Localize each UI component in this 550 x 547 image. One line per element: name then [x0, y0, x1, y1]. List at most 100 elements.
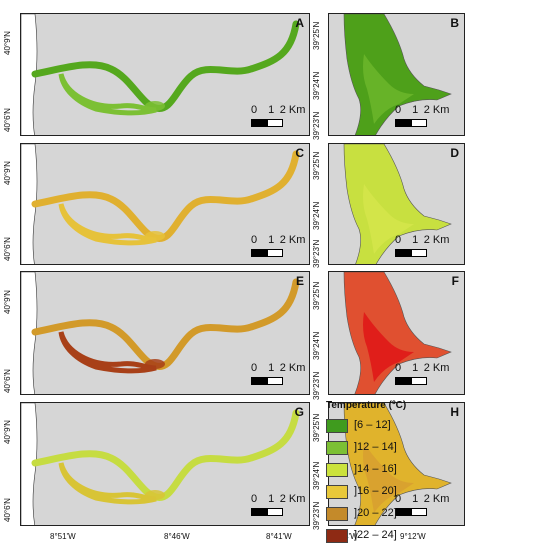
- map-panel-d: D 0 1 2 Km: [328, 143, 465, 265]
- inner-zone: [363, 184, 414, 254]
- lat-label: 39°25'N: [312, 151, 321, 180]
- river-mouth-map: [343, 272, 452, 394]
- legend-label: ]20 – 22]: [354, 507, 397, 519]
- lon-label: 8°51'W: [50, 532, 76, 541]
- scale-ticks: 0 1 2 Km: [395, 493, 450, 505]
- lat-label: 40°9'N: [3, 161, 12, 185]
- lat-label: 39°24'N: [312, 201, 321, 230]
- scale-segment: [411, 508, 427, 516]
- legend-label: [6 – 12]: [354, 419, 391, 431]
- river-channel: [31, 20, 300, 112]
- map-panel-b: B 0 1 2 Km: [328, 13, 465, 136]
- scale-segment: [395, 119, 411, 127]
- lon-label: 9°12'W: [400, 532, 426, 541]
- panel-label: F: [451, 274, 459, 288]
- inner-zone: [363, 312, 414, 382]
- sea-area: [21, 144, 38, 264]
- river-channel: [31, 409, 300, 501]
- map-panel-h: H 0 1 2 Km: [328, 402, 465, 526]
- river-mouth-map: [343, 14, 452, 135]
- scale-segment: [395, 377, 411, 385]
- water-body: [343, 14, 452, 135]
- water-body: [343, 272, 452, 394]
- river-mouth-map: [343, 144, 452, 264]
- lat-label: 40°6'N: [3, 108, 12, 132]
- map-panel-c: C 0 1 2 Km: [20, 143, 310, 265]
- scale-segment: [251, 377, 267, 385]
- sea-area: [21, 403, 38, 525]
- legend-swatch: [326, 441, 348, 455]
- legend-swatch: [326, 419, 348, 433]
- lat-label: 39°24'N: [312, 331, 321, 360]
- legend-label: ]22 – 24]: [354, 529, 397, 541]
- panel-label: G: [294, 405, 304, 419]
- lat-label: 40°6'N: [3, 369, 12, 393]
- legend-item: ]20 – 22]: [326, 503, 550, 525]
- scale-segment: [251, 249, 267, 257]
- sea-area: [21, 14, 38, 135]
- scale-segment: [251, 119, 267, 127]
- lat-label: 40°9'N: [3, 31, 12, 55]
- legend-swatch: [326, 463, 348, 477]
- river-mouth-map: [343, 403, 452, 525]
- lat-label: 40°6'N: [3, 237, 12, 261]
- scale-segment: [411, 377, 427, 385]
- hotspot-area: [145, 231, 165, 241]
- river-channel: [31, 278, 300, 370]
- legend-swatch: [326, 529, 348, 543]
- hotspot-area: [145, 359, 165, 369]
- sea-area: [21, 272, 38, 394]
- lat-label: 39°25'N: [312, 21, 321, 50]
- inner-zone: [363, 54, 414, 124]
- lat-label: 40°6'N: [3, 498, 12, 522]
- lat-label: 39°24'N: [312, 461, 321, 490]
- water-body: [343, 403, 452, 525]
- map-panel-g: G 0 1 2 Km: [20, 402, 310, 526]
- scale-segment: [395, 508, 411, 516]
- legend-swatch: [326, 485, 348, 499]
- estuary-map: [21, 14, 300, 135]
- legend-item: ]14 – 16]: [326, 459, 550, 481]
- scale-segment: [267, 508, 283, 516]
- panel-label: H: [450, 405, 459, 419]
- lat-label: 40°9'N: [3, 290, 12, 314]
- lat-label: 39°25'N: [312, 281, 321, 310]
- scale-segment: [395, 249, 411, 257]
- lat-label: 39°25'N: [312, 413, 321, 442]
- estuary-map: [21, 144, 300, 264]
- scale-segment: [267, 119, 283, 127]
- estuary-map: [21, 403, 300, 525]
- legend-label: ]16 – 20]: [354, 485, 397, 497]
- panel-label: A: [295, 16, 304, 30]
- legend-label: ]14 – 16]: [354, 463, 397, 475]
- scale-ticks: 0 1 2 Km: [251, 104, 306, 116]
- scale-segment: [411, 119, 427, 127]
- map-panel-a: A 0 1 2 Km: [20, 13, 310, 136]
- legend-label: ]12 – 14]: [354, 441, 397, 453]
- temperature-legend: Temperature (ºC) [6 – 12] ]12 – 14] ]14 …: [326, 400, 550, 547]
- legend-title: Temperature (ºC): [326, 400, 407, 411]
- scale-ticks: 0 1 2 Km: [251, 493, 306, 505]
- legend-item: [6 – 12]: [326, 415, 550, 437]
- map-panel-f: F 0 1 2 Km: [328, 271, 465, 395]
- scale-ticks: 0 1 2 Km: [251, 362, 306, 374]
- legend-item: ]16 – 20]: [326, 481, 550, 503]
- estuary-map: [21, 272, 300, 394]
- lat-label: 39°23'N: [312, 501, 321, 530]
- lon-label: 8°41'W: [266, 532, 292, 541]
- legend-item: ]12 – 14]: [326, 437, 550, 459]
- lon-label: 8°46'W: [164, 532, 190, 541]
- panel-label: C: [295, 146, 304, 160]
- hotspot-area: [145, 101, 165, 111]
- lat-label: 39°24'N: [312, 71, 321, 100]
- scale-segment: [411, 249, 427, 257]
- scale-segment: [267, 249, 283, 257]
- river-channel: [31, 150, 300, 242]
- legend-swatch: [326, 507, 348, 521]
- legend-item: ]22 – 24]: [326, 525, 550, 547]
- lat-label: 39°23'N: [312, 111, 321, 140]
- scale-segment: [251, 508, 267, 516]
- inner-zone: [363, 443, 414, 513]
- panel-label: E: [295, 274, 304, 288]
- lat-label: 39°23'N: [312, 371, 321, 400]
